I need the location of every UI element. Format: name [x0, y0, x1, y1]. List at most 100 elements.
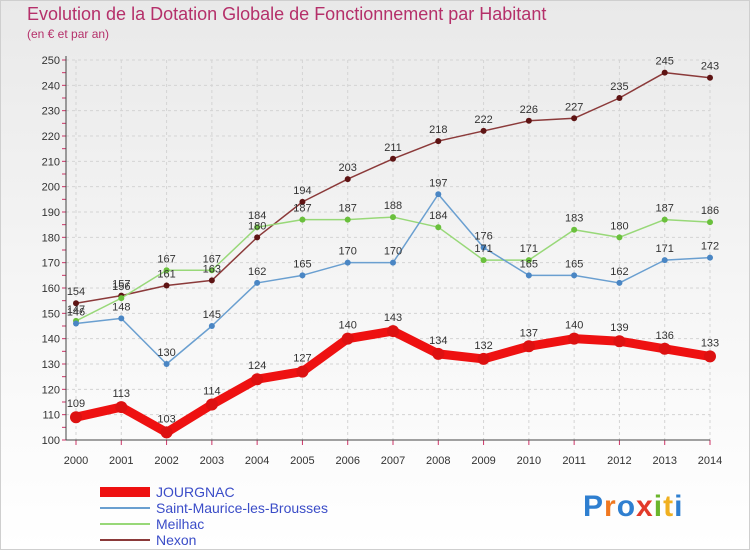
- data-point: [299, 198, 306, 205]
- data-label: 187: [293, 203, 311, 215]
- data-point: [704, 350, 716, 363]
- x-tick-label: 2000: [64, 455, 88, 467]
- data-label: 187: [656, 203, 674, 215]
- logo-letter: P: [583, 490, 605, 523]
- data-label: 140: [339, 320, 357, 332]
- legend-label: JOURGNAC: [156, 484, 235, 500]
- data-point: [480, 257, 487, 264]
- logo-letter: i: [674, 490, 684, 523]
- data-label: 163: [203, 263, 221, 275]
- data-point: [661, 257, 668, 264]
- data-point: [477, 352, 490, 365]
- data-label: 137: [520, 327, 538, 339]
- data-point: [661, 216, 668, 223]
- data-label: 134: [429, 335, 447, 347]
- data-label: 133: [701, 337, 719, 349]
- logo-letter: i: [653, 490, 664, 523]
- data-label: 140: [565, 320, 583, 332]
- data-label: 124: [248, 360, 266, 372]
- x-tick-label: 2009: [471, 455, 495, 467]
- data-label: 114: [203, 386, 221, 398]
- data-point: [73, 320, 79, 327]
- legend-label: Meilhac: [156, 516, 205, 532]
- logo-letter: o: [616, 490, 637, 523]
- y-tick-label: 160: [42, 283, 60, 295]
- x-tick-label: 2011: [562, 455, 586, 467]
- y-tick-label: 120: [42, 384, 60, 396]
- y-tick-label: 170: [42, 258, 60, 270]
- data-point: [390, 259, 396, 266]
- y-tick-label: 100: [42, 435, 60, 447]
- y-tick-label: 230: [42, 106, 60, 118]
- grid: [66, 59, 711, 441]
- data-point: [208, 277, 215, 284]
- data-label: 161: [157, 268, 175, 280]
- data-point: [254, 224, 261, 231]
- y-tick-label: 210: [42, 156, 60, 168]
- data-labels: 154 157 161 163 180 194 203 211 218 222 226 227 235 2…: [67, 56, 719, 426]
- x-tick-label: 2004: [245, 455, 269, 467]
- data-point: [296, 365, 309, 378]
- logo-letter: t: [663, 490, 675, 523]
- data-label: 183: [565, 213, 583, 225]
- data-label: 165: [293, 258, 311, 270]
- data-label: 187: [339, 203, 357, 215]
- x-tick-label: 2002: [154, 455, 178, 467]
- data-point: [251, 373, 264, 386]
- data-label: 171: [520, 243, 538, 255]
- data-label: 136: [656, 330, 674, 342]
- data-label: 186: [701, 205, 719, 217]
- data-point: [661, 69, 668, 76]
- data-point: [525, 117, 532, 124]
- data-label: 165: [565, 258, 583, 270]
- data-label: 167: [203, 253, 221, 265]
- logo-letter: x: [636, 490, 654, 523]
- data-label: 130: [157, 347, 175, 359]
- data-label: 154: [67, 286, 85, 298]
- x-tick-label: 2012: [607, 455, 631, 467]
- data-label: 156: [112, 281, 130, 293]
- data-label: 171: [656, 243, 674, 255]
- data-point: [616, 234, 623, 241]
- x-tick-label: 2006: [335, 455, 359, 467]
- logo-letter: r: [604, 490, 617, 523]
- y-tick-label: 240: [42, 80, 60, 92]
- data-point: [254, 279, 261, 286]
- data-point: [163, 361, 170, 367]
- data-label: 203: [339, 162, 357, 174]
- legend-swatch: [100, 507, 150, 509]
- data-point: [208, 323, 215, 329]
- data-point: [254, 234, 261, 241]
- data-label: 227: [565, 101, 583, 113]
- y-tick-label: 250: [42, 55, 60, 67]
- data-label: 143: [384, 312, 402, 324]
- data-point: [480, 127, 487, 134]
- y-tick-label: 140: [42, 334, 60, 346]
- chart-title: Evolution de la Dotation Globale de Fonc…: [27, 4, 547, 24]
- x-tick-label: 2001: [109, 455, 133, 467]
- y-tick-label: 200: [42, 182, 60, 194]
- data-label: 245: [656, 56, 674, 68]
- data-point: [387, 325, 399, 338]
- data-label: 162: [610, 266, 628, 278]
- data-label: 170: [384, 246, 402, 258]
- data-point: [341, 332, 354, 345]
- data-label: 109: [67, 398, 85, 410]
- data-label: 113: [113, 388, 131, 400]
- data-label: 188: [384, 200, 402, 212]
- data-label: 165: [520, 258, 538, 270]
- data-point: [208, 267, 215, 274]
- data-label: 103: [157, 413, 175, 425]
- data-point: [344, 176, 351, 183]
- data-point: [299, 216, 306, 223]
- proxiti-logo: Proxiti: [583, 490, 683, 524]
- data-point: [163, 267, 170, 274]
- data-point: [435, 191, 442, 198]
- y-tick-label: 150: [42, 308, 60, 320]
- data-point: [525, 272, 532, 279]
- data-label: 243: [701, 61, 719, 73]
- y-tick-label: 220: [42, 131, 60, 143]
- data-point: [344, 216, 351, 223]
